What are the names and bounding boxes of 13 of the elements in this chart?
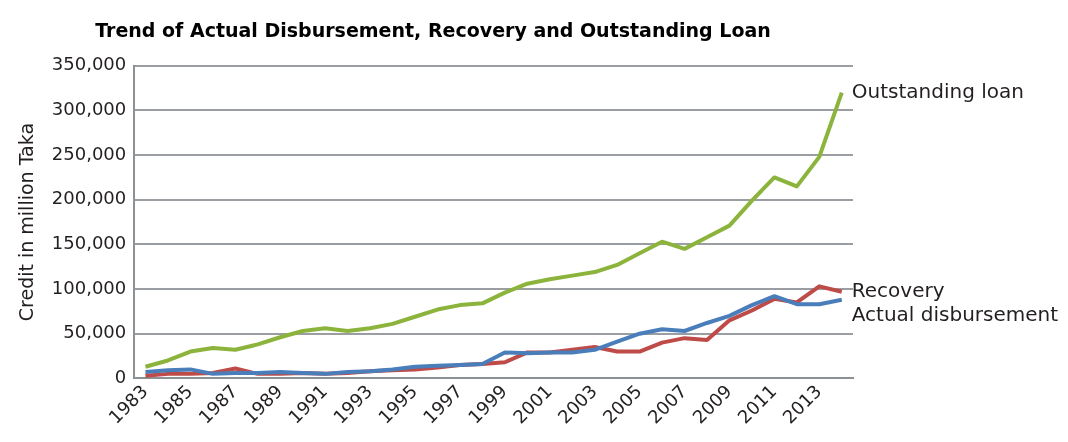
y-tick-label: 300,000 <box>51 98 127 120</box>
y-tick-label: 250,000 <box>51 142 127 164</box>
series-label: Actual disbursement <box>851 301 1059 326</box>
chart-title: Trend of Actual Disbursement, Recovery and Outstanding Loan <box>95 19 771 42</box>
y-tick-label: 0 <box>114 366 127 388</box>
y-tick-label: 200,000 <box>51 187 127 209</box>
series-label: Outstanding loan <box>851 78 1024 103</box>
y-tick-label: 350,000 <box>51 53 127 75</box>
y-tick-label: 150,000 <box>51 232 127 254</box>
y-tick-label: 100,000 <box>51 276 127 298</box>
y-axis-title: Credit in million Taka <box>15 122 38 322</box>
y-tick-label: 50,000 <box>63 321 127 343</box>
series-label: Recovery <box>851 277 945 302</box>
